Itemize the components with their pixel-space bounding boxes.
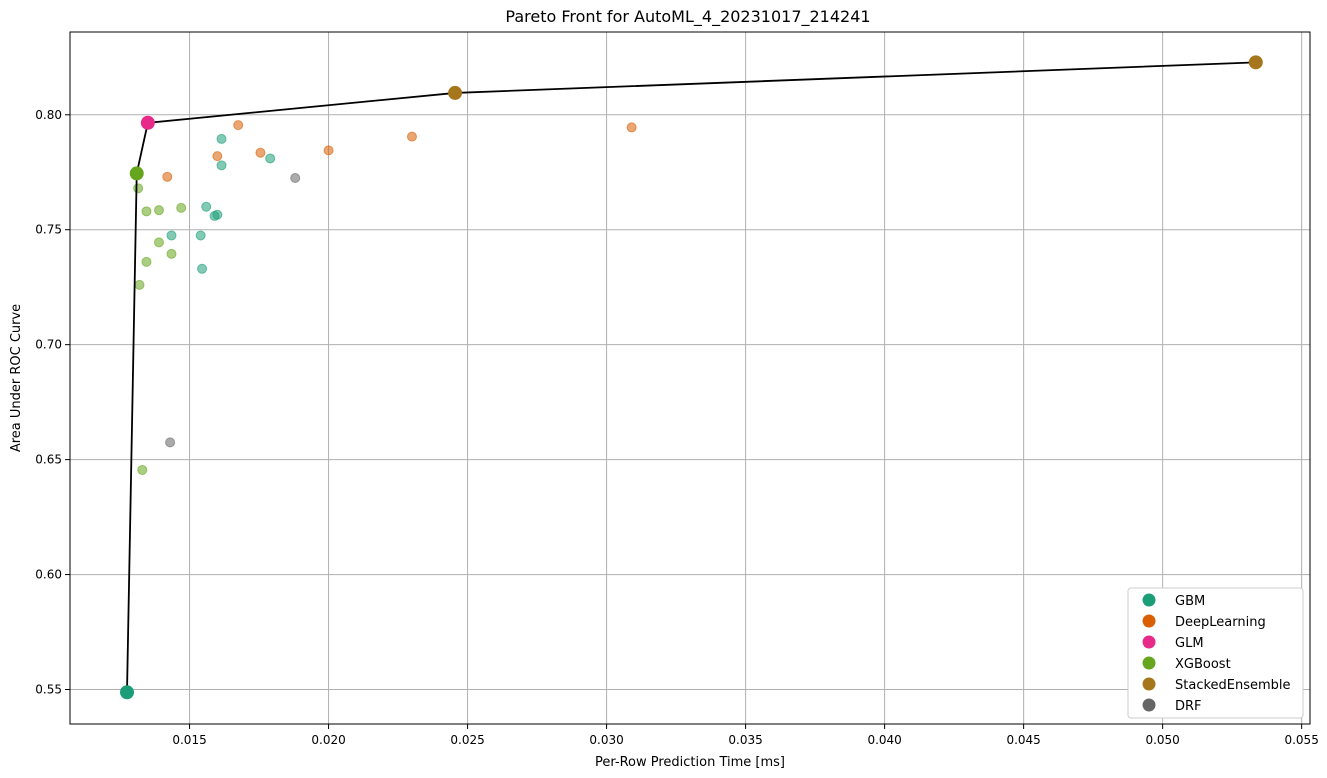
x-tick-label: 0.030 (589, 733, 623, 747)
scatter-point-xgboost (166, 248, 177, 259)
legend-marker-stackedensemble (1142, 677, 1156, 691)
y-tick-label: 0.60 (35, 568, 62, 582)
legend-marker-gbm (1142, 593, 1156, 607)
scatter-point-gbm (197, 263, 208, 274)
scatter-point-drf (165, 437, 176, 448)
legend-label-xgboost: XGBoost (1175, 657, 1231, 672)
plot-area (69, 31, 1311, 725)
legend-frame (1127, 587, 1304, 719)
x-tick-label: 0.015 (172, 733, 206, 747)
y-axis-label: Area Under ROC Curve (9, 304, 24, 452)
legend-marker-deeplearning (1142, 614, 1156, 628)
legend-label-stackedensemble: StackedEnsemble (1175, 678, 1291, 693)
pareto-point-stackedensemble (1248, 55, 1263, 70)
pareto-front-line (126, 61, 1256, 693)
scatter-point-xgboost (133, 183, 144, 194)
pareto-point-glm (140, 115, 155, 130)
scatter-point-gbm (212, 209, 223, 220)
scatter-point-deeplearning (323, 145, 334, 156)
legend-label-glm: GLM (1175, 636, 1204, 651)
scatter-point-gbm (216, 133, 227, 144)
x-tick-label: 0.045 (1006, 733, 1040, 747)
pareto-point-gbm (119, 685, 134, 700)
scatter-point-deeplearning (406, 131, 417, 142)
axis-ticks: 0.015 0.020 0.025 0.030 0.035 0.040 0.045 0.050… (35, 108, 1319, 747)
scatter-point-deeplearning (162, 171, 173, 182)
scatter-point-xgboost (141, 256, 152, 267)
legend-label-deeplearning: DeepLearning (1175, 615, 1266, 630)
grid-lines (70, 32, 1310, 724)
scatter-point-deeplearning (626, 122, 637, 133)
x-tick-label: 0.020 (311, 733, 345, 747)
scatter-point-xgboost (134, 279, 145, 290)
x-tick-label: 0.040 (867, 733, 901, 747)
pareto-point-stackedensemble (448, 85, 463, 100)
x-tick-label: 0.035 (728, 733, 762, 747)
y-tick-label: 0.70 (35, 338, 62, 352)
legend: GBM DeepLearning GLM XGBoost StackedEnsemble… (1127, 587, 1304, 719)
scatter-point-deeplearning (233, 120, 244, 131)
legend-label-drf: DRF (1175, 699, 1202, 714)
chart-title: Pareto Front for AutoML_4_20231017_21424… (505, 7, 870, 27)
scatter-points (133, 120, 637, 475)
y-tick-label: 0.65 (35, 453, 62, 467)
x-tick-label: 0.025 (450, 733, 484, 747)
scatter-point-deeplearning (255, 147, 266, 158)
pareto-front (119, 55, 1263, 700)
y-tick-label: 0.75 (35, 223, 62, 237)
scatter-point-drf (290, 172, 301, 183)
scatter-point-gbm (195, 230, 206, 241)
scatter-point-xgboost (176, 202, 187, 213)
legend-marker-xgboost (1142, 656, 1156, 670)
scatter-point-gbm (166, 230, 177, 241)
scatter-point-gbm (201, 201, 212, 212)
scatter-point-gbm (216, 160, 227, 171)
x-axis-label: Per-Row Prediction Time [ms] (595, 755, 785, 770)
scatter-point-xgboost (137, 464, 148, 475)
pareto-point-xgboost (129, 166, 144, 181)
scatter-point-xgboost (153, 237, 164, 248)
scatter-point-xgboost (141, 206, 152, 217)
legend-marker-glm (1142, 635, 1156, 649)
scatter-point-deeplearning (212, 151, 223, 162)
y-tick-label: 0.80 (35, 108, 62, 122)
x-tick-label: 0.050 (1145, 733, 1179, 747)
y-tick-label: 0.55 (35, 683, 62, 697)
legend-label-gbm: GBM (1175, 594, 1205, 609)
scatter-point-gbm (265, 153, 276, 164)
scatter-point-xgboost (153, 205, 164, 216)
x-tick-label: 0.055 (1284, 733, 1318, 747)
legend-marker-drf (1142, 698, 1156, 712)
